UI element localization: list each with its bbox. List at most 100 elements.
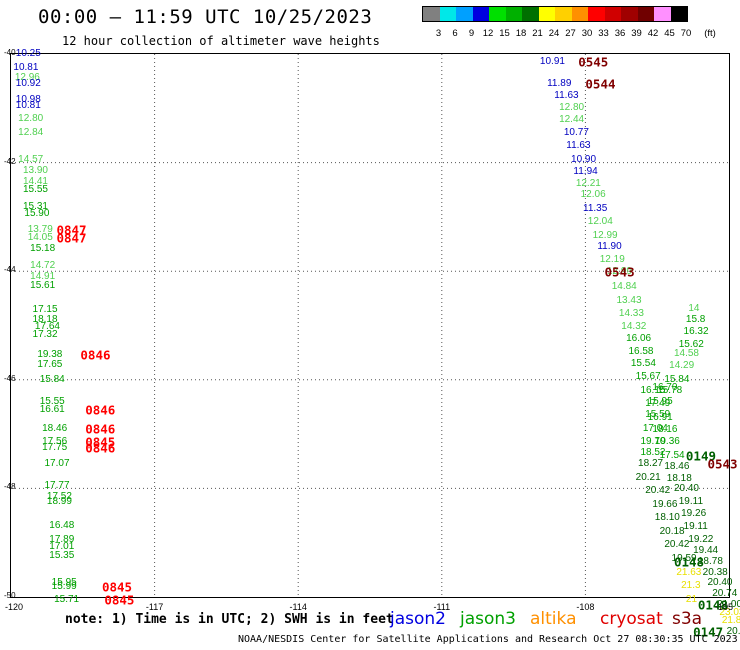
- wave-height-value: 14.72: [30, 259, 56, 271]
- wave-height-value: 20.74: [712, 588, 738, 600]
- pass-time-label: 0847: [56, 230, 87, 246]
- legend-swatch: [588, 7, 605, 21]
- legend-label: 15: [499, 28, 510, 39]
- legend-label: 6: [452, 28, 458, 39]
- wave-height-value: 17.64: [34, 320, 60, 332]
- wave-height-value: 16.58: [628, 345, 654, 357]
- wave-height-value: 12.99: [606, 266, 632, 278]
- wave-height-value: 15.84: [39, 373, 65, 385]
- wave-height-value: 20.18: [659, 525, 685, 537]
- wave-height-value: 16.48: [49, 520, 75, 532]
- legend-swatch: [555, 7, 572, 21]
- wave-height-value: 14.57: [18, 153, 44, 165]
- pass-time-label: 0147: [693, 624, 724, 640]
- legend-label: 42: [647, 28, 659, 39]
- wave-height-value: 21.00: [717, 599, 740, 611]
- legend-swatch: [538, 7, 555, 21]
- wave-height-value: 15.35: [49, 550, 75, 562]
- wave-height-value: 21: [685, 593, 698, 605]
- pass-time-label: 0847: [56, 222, 87, 238]
- legend-swatch: [604, 7, 621, 21]
- wave-height-value: 19.44: [693, 544, 719, 556]
- wave-height-value: 18.46: [42, 422, 68, 434]
- legend-unit: (ft): [704, 28, 716, 39]
- wave-height-value: 10.92: [15, 77, 41, 89]
- wave-height-value: 16.15: [640, 384, 666, 396]
- wave-height-value: 17.07: [44, 457, 70, 469]
- wave-height-value: 21.85: [721, 615, 740, 627]
- legend-swatch: [670, 7, 687, 21]
- wave-height-value: 12.84: [18, 126, 44, 138]
- wave-height-value: 15.67: [635, 371, 661, 383]
- wave-height-value: 20.42: [664, 539, 690, 551]
- wave-height-value: 17.15: [32, 304, 58, 316]
- wave-height-value: 13.43: [616, 295, 642, 307]
- legend-swatch: [637, 7, 654, 21]
- pass-time-label: 0846: [85, 421, 116, 437]
- wave-height-value: 20.91: [726, 626, 740, 638]
- legend-label: 21: [532, 28, 543, 39]
- wave-height-value: 19.22: [688, 533, 714, 545]
- page-subtitle: 12 hour collection of altimeter wave hei…: [62, 34, 380, 48]
- wave-height-value: 12.21: [575, 178, 601, 190]
- wave-height-value: 15.61: [30, 280, 56, 292]
- wave-height-value: 18.16: [652, 423, 678, 435]
- wave-height-value: 14.32: [621, 320, 647, 332]
- latitude-tick-label: -48: [4, 482, 16, 492]
- wave-height-value: 14.29: [669, 360, 695, 372]
- wave-height-value: 15.55: [39, 395, 65, 407]
- wave-height-value: 14.84: [611, 281, 637, 293]
- wave-height-value: 14: [688, 303, 700, 315]
- wave-height-value: 18.18: [666, 472, 692, 484]
- wave-height-value: 11.63: [554, 90, 579, 102]
- wave-height-value: 17.56: [42, 436, 68, 448]
- longitude-tick-label: -111: [433, 602, 451, 612]
- wave-height-value: 17.75: [42, 441, 68, 453]
- credit-line: NOAA/NESDIS Center for Satellite Applica…: [238, 634, 738, 645]
- wave-height-value: 15.31: [22, 201, 48, 213]
- wave-height-value: 15.95: [647, 395, 673, 407]
- wave-height-value: 14.05: [27, 231, 53, 243]
- wave-height-value: 15.54: [630, 357, 656, 369]
- wave-height-value: 19.70: [640, 436, 666, 448]
- wave-height-value: 17.89: [49, 533, 75, 545]
- grid-lines: [11, 54, 729, 597]
- wave-height-value: 10.77: [563, 126, 589, 138]
- satellite-s3a: s3a: [672, 609, 703, 629]
- wave-height-value: 21.63: [676, 566, 702, 578]
- wave-height-value: 13.90: [22, 164, 48, 176]
- pass-time-label: 0543: [707, 456, 738, 472]
- map-plot-area: 10.25 10.81 12.96 10.92 10.98 10.81 12.80 12.84…: [10, 49, 740, 640]
- legend-label: 39: [631, 28, 642, 39]
- wave-height-value: 11.63: [566, 140, 591, 152]
- wave-height-value: 10.90: [571, 153, 597, 165]
- wave-height-value: 11.90: [597, 240, 622, 252]
- wave-height-value: 11.35: [583, 202, 608, 214]
- wave-height-value: 18.27: [638, 457, 664, 469]
- wave-height-value: 14.33: [618, 307, 644, 319]
- wave-height-value: 15.62: [678, 338, 704, 350]
- wave-height-value: 18.99: [46, 495, 72, 507]
- longitude-tick-label: -117: [145, 602, 164, 612]
- pass-time-label: 0845: [101, 579, 133, 595]
- wave-height-value: 19.11: [683, 521, 708, 533]
- footer-note: note: 1) Time is in UTC; 2) SWH is in fe…: [65, 612, 394, 627]
- pass-time-label: 0845: [85, 434, 116, 450]
- wave-height-value: 15.95: [51, 577, 77, 589]
- legend-swatch: [423, 7, 440, 21]
- wave-height-value: 19.59: [671, 552, 697, 564]
- legend-swatch: [505, 7, 522, 21]
- legend-swatch: [472, 7, 489, 21]
- wave-height-value: 11.89: [547, 77, 572, 89]
- pass-time-label: 0846: [80, 347, 111, 363]
- satellite-altika: altika: [530, 609, 577, 629]
- legend-label: 12: [482, 28, 494, 39]
- wave-height-value: 19.66: [652, 498, 678, 510]
- longitude-tick-label: -105: [714, 602, 734, 612]
- wave-height-value: 12.96: [14, 72, 40, 84]
- legend-swatch: [621, 7, 638, 21]
- wave-height-value: 19.36: [654, 436, 680, 448]
- wave-height-value: 20.42: [645, 485, 671, 497]
- wave-height-value: 18.52: [640, 447, 666, 459]
- wave-height-value: 15.59: [645, 409, 671, 421]
